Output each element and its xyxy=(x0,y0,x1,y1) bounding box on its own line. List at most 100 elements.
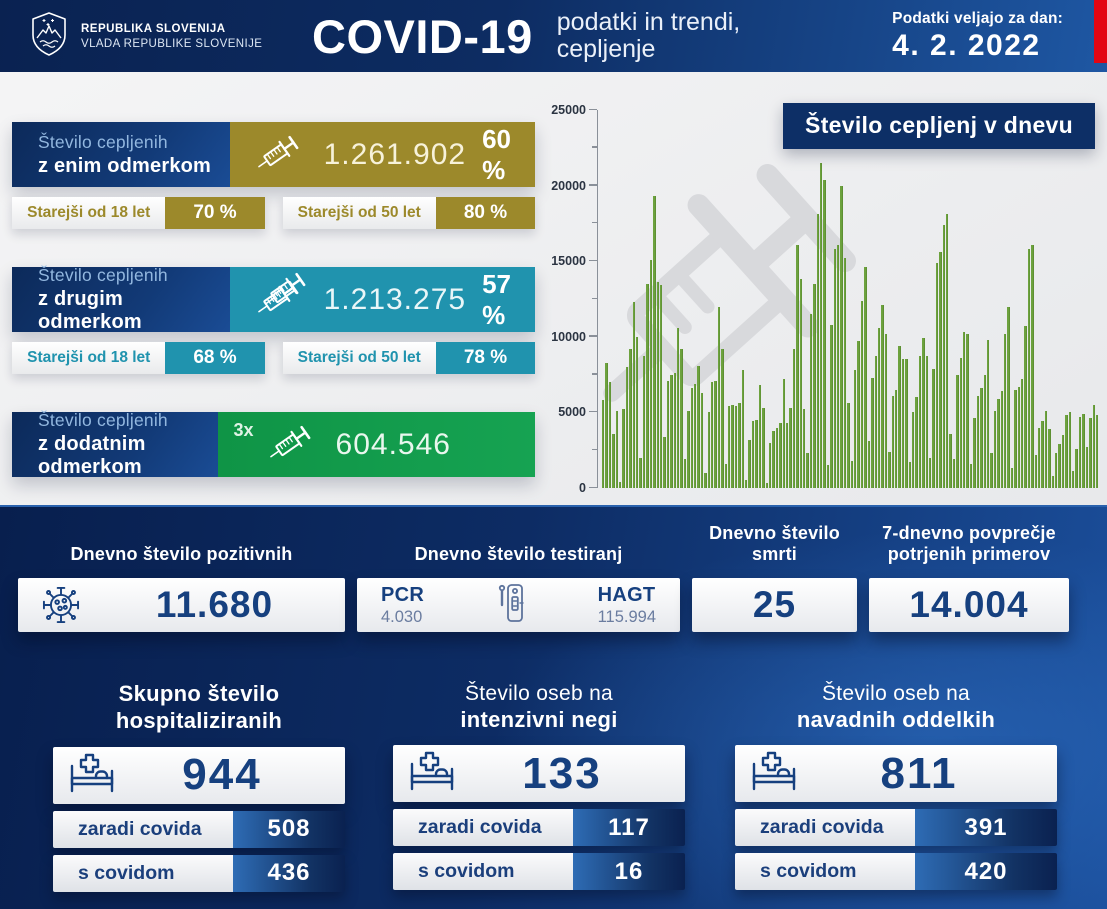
chart-bar xyxy=(932,368,935,488)
hospital-bed-icon xyxy=(409,751,455,796)
chart-bar xyxy=(612,433,615,488)
date-label: Podatki veljajo za dan: xyxy=(892,9,1063,27)
chart-bar xyxy=(949,433,952,488)
chart-bar xyxy=(929,457,932,488)
deaths-value: 25 xyxy=(752,584,797,625)
chart-bar xyxy=(1041,421,1044,488)
regular-wards-total: 811 xyxy=(880,748,958,798)
daily-positives: Dnevno število pozitivnih xyxy=(18,544,345,632)
virus-icon xyxy=(38,582,84,628)
test-kit-icon xyxy=(493,581,529,630)
vaccination-cards: Število cepljenih z enim odmerkom 1.261.… xyxy=(0,72,545,505)
chart-bar xyxy=(854,370,857,488)
chart-bar xyxy=(1027,249,1031,488)
chart-bar xyxy=(1085,447,1089,488)
y-axis-tick-label: 20000 xyxy=(551,178,586,193)
double-syringe-icon xyxy=(252,270,308,324)
hospitalized-total: 944 xyxy=(182,750,262,800)
y-axis-tick-label: 25000 xyxy=(551,103,586,117)
chart-bar xyxy=(721,348,724,488)
chart-bar xyxy=(884,333,888,488)
chart-bar xyxy=(881,305,884,488)
chart-bar xyxy=(745,480,748,488)
y-axis-tick xyxy=(591,448,597,451)
chart-bar xyxy=(659,285,663,488)
chart-bar xyxy=(860,300,864,488)
y-axis-tick xyxy=(588,410,597,413)
chart-bar xyxy=(748,439,751,488)
chart-bar xyxy=(1007,306,1010,488)
chart-bar xyxy=(792,348,796,488)
hospitalized-total-block: Skupno število hospitaliziranih 944 zara… xyxy=(53,681,345,899)
chart-bar xyxy=(1044,410,1048,488)
chart-bar xyxy=(762,407,765,488)
chart-bar xyxy=(983,374,986,488)
chart-bar xyxy=(1061,435,1065,488)
chart-bar xyxy=(1078,416,1082,488)
chart-bar xyxy=(608,382,612,488)
table-row: s covidom 436 xyxy=(53,854,345,892)
chart-bar xyxy=(990,453,993,488)
card-value-area: 3x 604.546 xyxy=(217,412,535,477)
chart-bar xyxy=(908,462,911,488)
chart-bar xyxy=(922,338,925,488)
chart-bar xyxy=(871,377,874,488)
y-axis-tick-label: 15000 xyxy=(551,254,586,269)
chart-bar xyxy=(911,412,915,488)
chart-bar xyxy=(711,382,714,488)
chart-bar xyxy=(925,356,928,488)
chart-bar xyxy=(782,379,785,488)
chart-bar xyxy=(877,327,881,488)
stat-heading: Dnevno število pozitivnih xyxy=(70,543,293,564)
chart-bar xyxy=(939,252,942,488)
vaccinations-per-day-chart: Število cepljenj v dnevu 0 5000 10000 15000… xyxy=(545,72,1107,505)
table-row: zaradi covida 117 xyxy=(393,809,685,847)
chart-bar xyxy=(986,339,990,488)
table-row: s covidom 420 xyxy=(735,853,1057,891)
chart-bar xyxy=(837,244,840,488)
chart-bar xyxy=(1075,448,1078,488)
y-axis-tick-label: 10000 xyxy=(551,329,586,344)
chart-bar xyxy=(864,267,867,488)
chart-bar xyxy=(1092,404,1095,488)
chart-bar xyxy=(653,196,656,488)
chart-bar xyxy=(646,283,649,488)
chart-bar xyxy=(714,380,717,488)
chart-bar xyxy=(622,409,625,488)
chart-bar xyxy=(728,406,731,488)
chart-bar xyxy=(826,465,830,488)
chart-bar xyxy=(779,422,782,488)
chart-bar xyxy=(731,404,734,488)
chart-bar xyxy=(775,427,779,488)
y-axis-tick xyxy=(588,259,597,262)
chart-bar xyxy=(966,333,969,488)
chart-bar xyxy=(799,279,802,488)
chart-bar xyxy=(768,442,772,488)
chart-bar xyxy=(843,258,847,488)
chart-bar xyxy=(918,356,922,488)
chart-bar xyxy=(888,451,891,488)
y-axis-tick xyxy=(591,221,597,224)
chart-bar xyxy=(850,460,854,488)
chart-bar xyxy=(1000,391,1003,488)
y-axis-tick-label: 5000 xyxy=(558,405,586,420)
date-value: 4. 2. 2022 xyxy=(892,28,1041,62)
chart-bar xyxy=(820,162,823,488)
table-row: zaradi covida 391 xyxy=(735,809,1057,847)
chart-bar xyxy=(874,356,877,488)
page-title: COVID-19 xyxy=(312,9,533,63)
chart-bar xyxy=(1031,244,1034,488)
government-brand: REPUBLIKA SLOVENIJA VLADA REPUBLIKE SLOV… xyxy=(30,11,312,62)
chart-bar xyxy=(1017,386,1020,488)
chart-bar xyxy=(629,348,632,488)
chart-bar xyxy=(666,380,670,488)
card-first-dose: Število cepljenih z enim odmerkom 1.261.… xyxy=(12,122,535,229)
chart-bar xyxy=(1065,415,1068,488)
chart-bar xyxy=(840,185,843,488)
chart-bar xyxy=(816,214,819,488)
upper-section: Število cepljenih z enim odmerkom 1.261.… xyxy=(0,72,1107,505)
chart-bar xyxy=(700,392,704,488)
y-axis-tick-label: 0 xyxy=(579,481,586,495)
table-row: s covidom 16 xyxy=(393,853,685,891)
chart-bar xyxy=(697,365,700,488)
